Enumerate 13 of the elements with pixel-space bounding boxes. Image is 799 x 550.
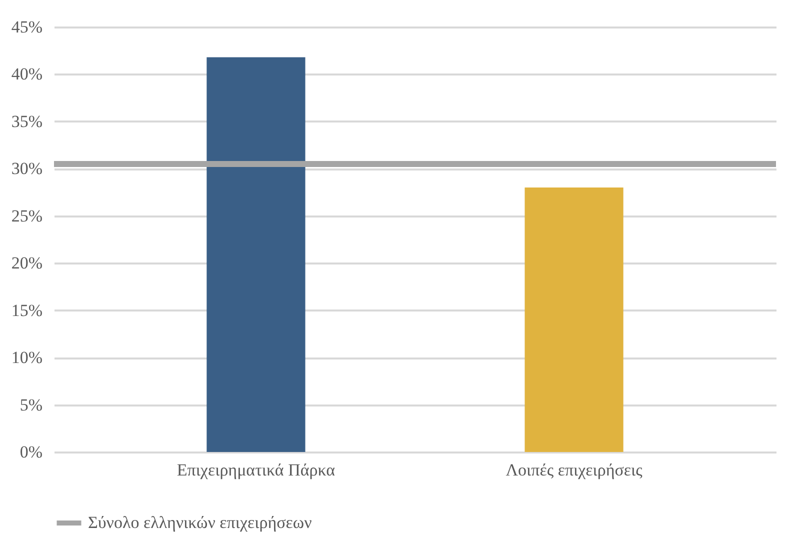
y-tick-label: 40%	[11, 64, 42, 84]
y-tick-label: 10%	[11, 348, 42, 368]
y-tick-label: 35%	[11, 112, 42, 131]
x-tick-label: Επιχειρηματικά Πάρκα	[176, 460, 336, 480]
y-tick-label: 25%	[11, 206, 42, 226]
y-tick-label: 5%	[20, 395, 42, 414]
y-tick-label: 30%	[11, 159, 42, 178]
y-tick-label: 20%	[11, 254, 42, 273]
y-tick-label: 0%	[20, 442, 42, 462]
legend-label: Σύνολο ελληνικών επιχειρήσεων	[88, 513, 312, 532]
x-tick-label: Λοιπές επιχειρήσεις	[506, 460, 643, 480]
y-tick-label: 45%	[11, 18, 42, 36]
y-tick-label: 15%	[11, 300, 42, 320]
